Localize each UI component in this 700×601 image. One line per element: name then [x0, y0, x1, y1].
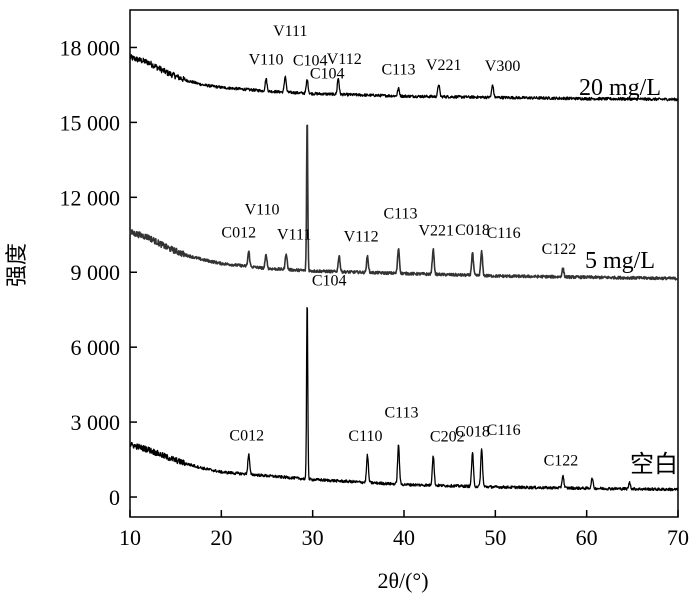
y-tick-label: 3 000 — [71, 410, 121, 435]
x-tick-label: 50 — [484, 525, 506, 550]
series-line — [129, 124, 679, 281]
x-tick-label: 70 — [667, 525, 689, 550]
x-tick-label: 30 — [302, 525, 324, 550]
series-line — [129, 54, 679, 102]
peak-label: C104 — [310, 65, 345, 82]
peak-label: C202 — [430, 428, 465, 445]
y-tick-label: 12 000 — [60, 185, 121, 210]
peak-label: C113 — [384, 405, 418, 422]
peak-label: V221 — [426, 57, 462, 74]
series-layer — [129, 54, 679, 492]
series-line — [129, 306, 679, 492]
peak-label: C018 — [455, 222, 490, 239]
peak-label: V110 — [249, 52, 284, 69]
x-tick-label: 60 — [576, 525, 598, 550]
peak-label: C012 — [221, 225, 256, 242]
peak-label: V111 — [273, 23, 307, 40]
peak-label: C113 — [383, 205, 417, 222]
series-name-label: 空白 — [630, 451, 678, 478]
peak-label: V221 — [418, 222, 454, 239]
peak-label: V300 — [485, 58, 521, 75]
peak-label: C110 — [348, 428, 382, 445]
y-axis-title: 强度 — [4, 243, 29, 287]
x-tick-label: 20 — [210, 525, 232, 550]
peak-label: C116 — [487, 422, 521, 439]
series-label-layer: 20 mg/L 5 mg/L 空白 — [579, 75, 678, 478]
peak-label: C122 — [542, 241, 577, 258]
x-axis-title: 2θ/(°) — [377, 568, 428, 593]
series-name-label: 20 mg/L — [579, 75, 661, 101]
peak-label: V112 — [344, 228, 379, 245]
x-axis: 10 20 30 40 50 60 70 — [119, 510, 689, 550]
y-axis: 0 3 000 6 000 9 000 12 000 15 000 18 000 — [60, 35, 137, 510]
y-tick-label: 15 000 — [60, 110, 121, 135]
x-tick-label: 40 — [393, 525, 415, 550]
peak-label: V111 — [277, 226, 311, 243]
y-tick-label: 0 — [109, 485, 120, 510]
peak-label: C113 — [381, 62, 415, 79]
peak-label: C018 — [455, 424, 490, 441]
peak-label: C122 — [544, 452, 579, 469]
peak-label: C104 — [312, 272, 347, 289]
series-name-label: 5 mg/L — [585, 248, 655, 274]
peak-label: C012 — [229, 427, 264, 444]
peak-label: V112 — [327, 51, 362, 68]
x-tick-label: 10 — [119, 525, 141, 550]
peak-label: C116 — [487, 225, 521, 242]
y-tick-label: 6 000 — [71, 335, 121, 360]
y-tick-label: 18 000 — [60, 35, 121, 60]
y-tick-label: 9 000 — [71, 260, 121, 285]
peak-label: C104 — [293, 53, 328, 70]
peak-label: V110 — [245, 202, 280, 219]
